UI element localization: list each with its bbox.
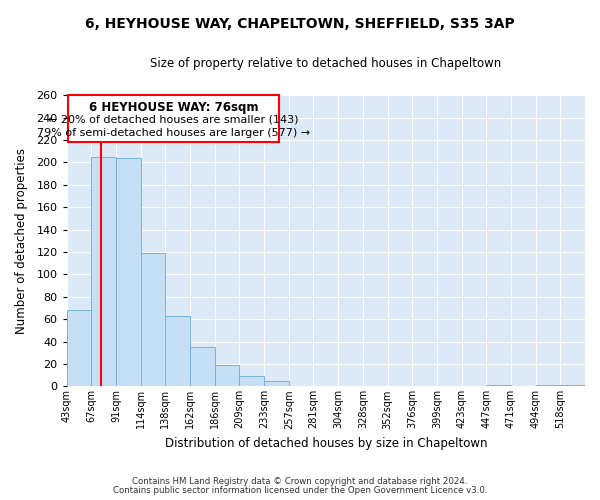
Y-axis label: Number of detached properties: Number of detached properties [15, 148, 28, 334]
Bar [166, 316, 190, 386]
Title: Size of property relative to detached houses in Chapeltown: Size of property relative to detached ho… [150, 58, 502, 70]
Bar [264, 381, 289, 386]
Bar [215, 365, 239, 386]
Text: 6 HEYHOUSE WAY: 76sqm: 6 HEYHOUSE WAY: 76sqm [89, 101, 258, 114]
FancyBboxPatch shape [68, 96, 279, 142]
Bar [116, 158, 140, 386]
Text: ← 20% of detached houses are smaller (143): ← 20% of detached houses are smaller (14… [48, 114, 299, 124]
Text: Contains public sector information licensed under the Open Government Licence v3: Contains public sector information licen… [113, 486, 487, 495]
Bar [140, 253, 166, 386]
Bar [190, 347, 215, 387]
Bar [67, 310, 91, 386]
Text: 6, HEYHOUSE WAY, CHAPELTOWN, SHEFFIELD, S35 3AP: 6, HEYHOUSE WAY, CHAPELTOWN, SHEFFIELD, … [85, 18, 515, 32]
Text: 79% of semi-detached houses are larger (577) →: 79% of semi-detached houses are larger (… [37, 128, 310, 138]
Bar [91, 157, 116, 386]
Bar [239, 376, 264, 386]
Text: Contains HM Land Registry data © Crown copyright and database right 2024.: Contains HM Land Registry data © Crown c… [132, 477, 468, 486]
X-axis label: Distribution of detached houses by size in Chapeltown: Distribution of detached houses by size … [164, 437, 487, 450]
